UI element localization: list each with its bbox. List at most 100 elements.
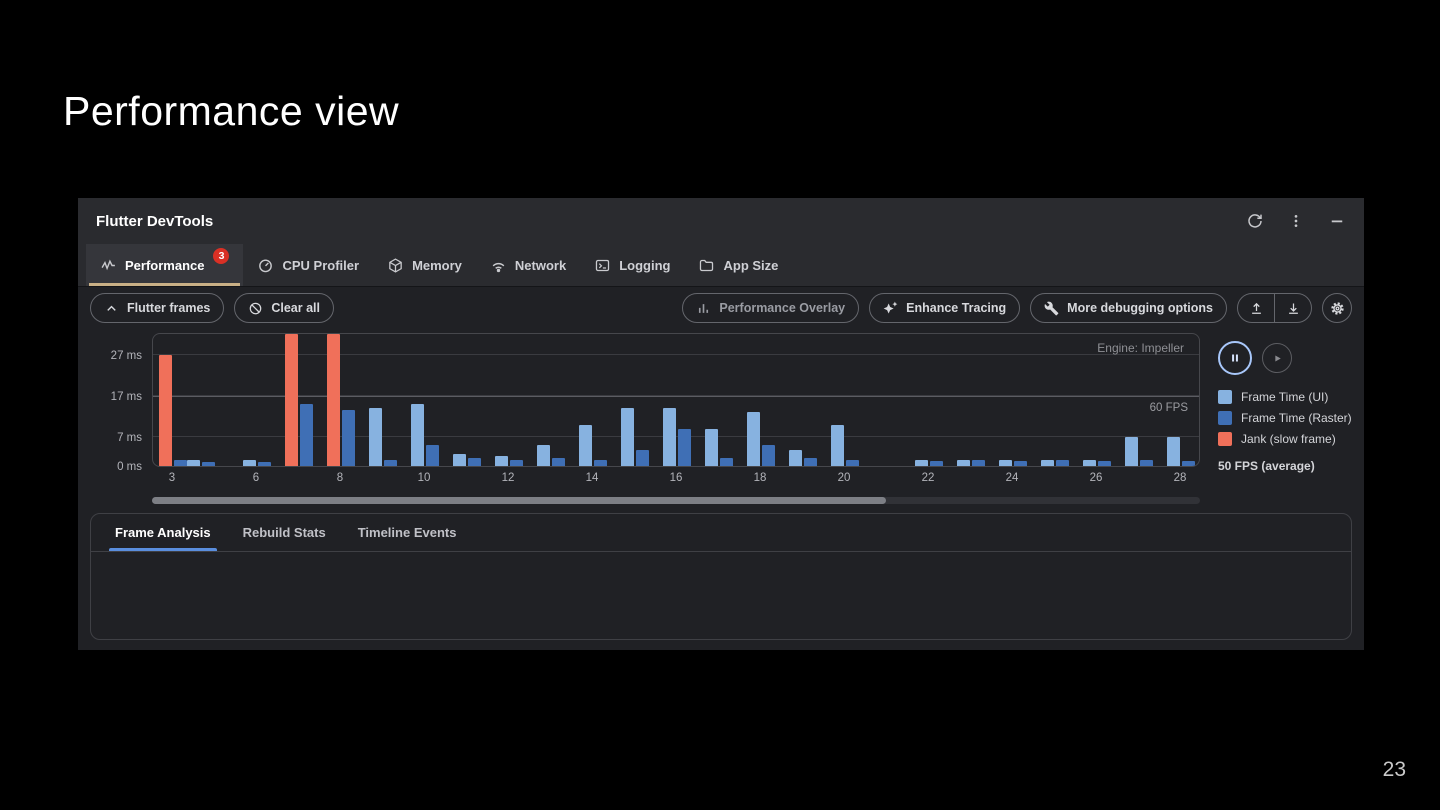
frame-bar-group[interactable]	[999, 459, 1027, 466]
resume-button[interactable]	[1262, 343, 1292, 373]
frame-bar-group[interactable]	[369, 408, 397, 466]
titlebar-actions	[1246, 212, 1346, 230]
flutter-frames-button[interactable]: Flutter frames	[90, 293, 225, 323]
frame-bar	[762, 445, 775, 466]
frame-bar-group[interactable]	[285, 334, 313, 466]
kebab-menu-icon[interactable]	[1288, 212, 1304, 230]
tab-label: Logging	[619, 257, 671, 273]
settings-button[interactable]	[1322, 293, 1352, 323]
engine-label: Engine: Impeller	[1097, 341, 1184, 355]
frame-bar-group[interactable]	[579, 424, 607, 466]
frame-bar-group[interactable]	[789, 449, 817, 466]
tab-memory[interactable]: Memory	[373, 244, 476, 286]
minimize-icon[interactable]	[1328, 212, 1346, 230]
tab-timeline-events[interactable]: Timeline Events	[342, 514, 473, 551]
pause-button[interactable]	[1218, 341, 1252, 375]
frame-bar	[426, 445, 439, 466]
frame-bar	[258, 461, 271, 466]
clear-all-label: Clear all	[271, 301, 320, 315]
tab-label: Performance	[125, 257, 205, 273]
frame-bar	[1083, 459, 1096, 466]
enhance-tracing-button[interactable]: Enhance Tracing	[869, 293, 1021, 323]
y-tick-label: 0 ms	[117, 461, 142, 473]
tab-logging[interactable]: Logging	[580, 244, 684, 286]
tab-label: CPU Profiler	[282, 257, 360, 273]
slide-title: Performance view	[63, 88, 400, 134]
play-icon	[1274, 355, 1281, 361]
tab-frame-analysis[interactable]: Frame Analysis	[99, 514, 227, 551]
frame-bar	[411, 404, 424, 466]
frame-bar	[1167, 437, 1180, 466]
x-tick-label: 24	[1005, 472, 1019, 484]
page-number: 23	[1382, 758, 1406, 781]
tab-network[interactable]: Network	[476, 244, 580, 286]
frame-bar-group[interactable]	[243, 459, 271, 466]
frame-bar-group[interactable]	[915, 459, 943, 466]
frame-bar-group[interactable]	[159, 354, 187, 466]
import-export-buttons	[1237, 293, 1312, 323]
frame-bar-group[interactable]	[621, 408, 649, 466]
more-debugging-options-label: More debugging options	[1067, 301, 1213, 315]
titlebar: Flutter DevTools	[78, 198, 1364, 244]
tab-label: Network	[514, 257, 567, 273]
fps-line-label: 60 FPS	[1149, 402, 1188, 415]
tab-performance[interactable]: Performance 3	[86, 244, 244, 286]
tab-label: Rebuild Stats	[242, 525, 326, 540]
chart-scrollbar[interactable]	[152, 496, 1200, 504]
frame-bar-group[interactable]	[663, 408, 691, 466]
frame-bar-group[interactable]	[747, 412, 775, 466]
frame-bar-group[interactable]	[1167, 437, 1195, 466]
tab-app-size[interactable]: App Size	[684, 244, 792, 286]
legend-label: Jank (slow frame)	[1241, 432, 1336, 446]
more-debugging-options-button[interactable]: More debugging options	[1030, 293, 1227, 323]
frame-bar-group[interactable]	[1083, 459, 1111, 466]
frame-bar-group[interactable]	[1041, 459, 1069, 466]
frame-bar	[202, 461, 215, 466]
frame-bar	[384, 459, 397, 466]
chart-plot-column: Engine: Impeller 60 FPS 3 6 8 10 12 14 16 18 20 2…	[152, 333, 1200, 493]
frame-bar-group[interactable]	[411, 404, 439, 466]
frame-bar-group[interactable]	[705, 428, 733, 466]
x-tick-label: 28	[1173, 472, 1187, 484]
tab-rebuild-stats[interactable]: Rebuild Stats	[227, 514, 342, 551]
frame-bar	[1056, 459, 1069, 466]
enhance-tracing-label: Enhance Tracing	[906, 301, 1007, 315]
frame-bar	[552, 457, 565, 466]
x-tick-label: 14	[585, 472, 599, 484]
refresh-icon[interactable]	[1246, 212, 1264, 230]
frame-bar-group[interactable]	[957, 459, 985, 466]
pause-icon	[1232, 354, 1238, 362]
gear-icon	[1330, 301, 1344, 315]
export-button[interactable]	[1238, 294, 1274, 322]
tab-bar: Performance 3 CPU Profiler Memory	[78, 244, 1364, 287]
frames-chart: 27 ms 17 ms 7 ms 0 ms Engine: Impeller 60 F…	[78, 329, 1364, 493]
frame-bar-group[interactable]	[495, 455, 523, 466]
frame-bar-group[interactable]	[187, 459, 215, 466]
import-button[interactable]	[1274, 294, 1311, 322]
frame-bar-group[interactable]	[831, 424, 859, 466]
clear-all-button[interactable]: Clear all	[234, 293, 334, 323]
frame-bar	[846, 459, 859, 466]
performance-overlay-label: Performance Overlay	[719, 301, 846, 315]
frame-bar-group[interactable]	[327, 334, 355, 466]
frame-bar	[594, 459, 607, 466]
legend-item-frame-time-raster: Frame Time (Raster)	[1218, 411, 1364, 425]
frame-bar-group[interactable]	[453, 453, 481, 466]
error-count-badge: 3	[213, 248, 230, 264]
frame-bar-group[interactable]	[537, 445, 565, 466]
frame-bar	[453, 453, 466, 466]
average-fps-label: 50 FPS (average)	[1218, 459, 1315, 473]
frame-bar	[720, 457, 733, 466]
network-icon	[490, 257, 507, 274]
frame-bar	[579, 424, 592, 466]
frame-bar	[159, 354, 172, 466]
legend-item-jank: Jank (slow frame)	[1218, 432, 1364, 446]
tab-cpu-profiler[interactable]: CPU Profiler	[243, 244, 373, 286]
chart-plot-area[interactable]: Engine: Impeller 60 FPS	[152, 333, 1200, 467]
frame-bar	[1014, 461, 1027, 466]
chart-scrollbar-thumb[interactable]	[152, 496, 886, 504]
frame-bar-group[interactable]	[1125, 437, 1153, 466]
legend-label: Frame Time (Raster)	[1241, 411, 1352, 425]
performance-overlay-button[interactable]: Performance Overlay	[682, 293, 860, 323]
chart-controls: Frame Time (UI) Frame Time (Raster) Jank…	[1200, 333, 1364, 493]
